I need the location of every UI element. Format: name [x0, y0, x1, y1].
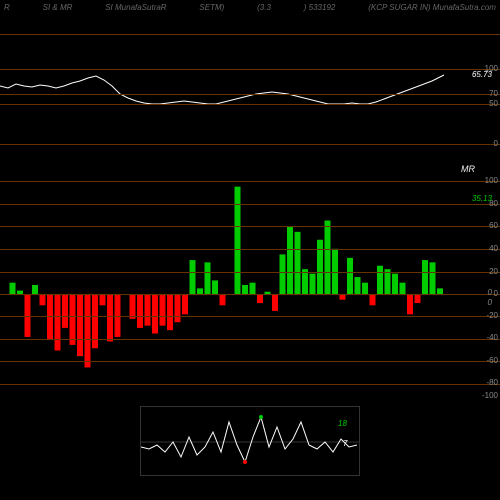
rsi-line-chart: 1007050065.73: [0, 16, 500, 156]
value-tag: 0: [486, 298, 494, 307]
value-tag: 7: [341, 439, 349, 448]
value-tag: 0: [486, 288, 494, 297]
current-value-tag: 65.73: [470, 70, 494, 79]
header-item: R: [4, 3, 10, 11]
chart-label-mr: MR: [461, 164, 475, 174]
chart-header: R SI & MR SI MunafaSutraR SETM) (3.3 ) 5…: [0, 0, 500, 14]
header-item: SETM): [199, 3, 224, 11]
value-tag: 18: [336, 419, 349, 428]
mr-bar-chart: MR 100806040200-20-40-60-80-10035.1300: [0, 166, 500, 396]
header-item: ) 533192: [304, 3, 336, 11]
header-item: SI MunafaSutraR: [105, 3, 166, 11]
header-item: SI & MR: [43, 3, 73, 11]
mini-line-chart: 18 7: [140, 406, 360, 476]
header-item: (KCP SUGAR IN) MunafaSutra.com: [368, 3, 496, 11]
value-tag: 35.13: [470, 194, 494, 203]
header-item: (3.3: [257, 3, 271, 11]
